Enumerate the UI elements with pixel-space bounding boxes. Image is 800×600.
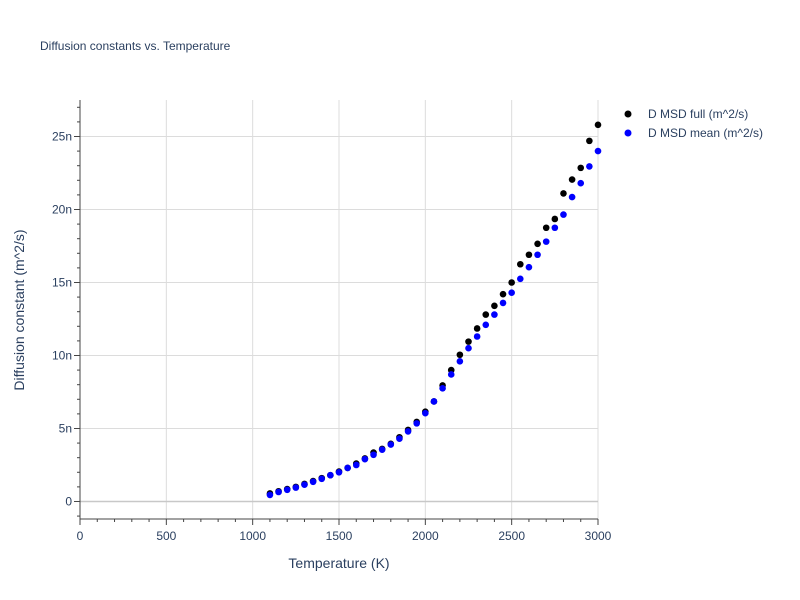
data-point[interactable]: [275, 488, 282, 496]
y-tick-label: 5n: [59, 421, 72, 435]
legend-item-full[interactable]: D MSD full (m^2/s): [624, 107, 749, 121]
data-point[interactable]: [491, 311, 498, 318]
data-point[interactable]: [551, 215, 559, 223]
data-point[interactable]: [465, 338, 472, 345]
data-point[interactable]: [542, 224, 550, 232]
data-point[interactable]: [266, 491, 274, 499]
data-point[interactable]: [370, 451, 377, 459]
y-tick-label: 10n: [52, 348, 72, 362]
axes-layer: [74, 100, 599, 525]
legend[interactable]: D MSD full (m^2/s) D MSD mean (m^2/s): [624, 107, 763, 140]
data-point[interactable]: [378, 446, 386, 453]
legend-marker-full: [624, 110, 632, 118]
data-point[interactable]: [344, 464, 351, 472]
data-point[interactable]: [456, 351, 464, 359]
data-point[interactable]: [542, 238, 550, 245]
data-point[interactable]: [361, 455, 369, 463]
series-1: [266, 147, 602, 499]
legend-label-full: D MSD full (m^2/s): [648, 107, 748, 121]
data-point[interactable]: [327, 471, 334, 479]
data-point[interactable]: [413, 420, 421, 427]
x-tick-label: 500: [156, 529, 176, 543]
data-point[interactable]: [352, 461, 360, 469]
data-point[interactable]: [404, 428, 412, 435]
data-point[interactable]: [456, 358, 464, 365]
data-point[interactable]: [551, 224, 559, 232]
data-point[interactable]: [422, 409, 429, 417]
legend-label-mean: D MSD mean (m^2/s): [648, 126, 763, 140]
data-point[interactable]: [594, 121, 602, 129]
data-point[interactable]: [318, 475, 326, 483]
data-point[interactable]: [335, 468, 343, 476]
data-point[interactable]: [525, 251, 533, 259]
data-point[interactable]: [301, 481, 308, 488]
x-tick-label: 1000: [239, 529, 266, 543]
y-tick-label: 15n: [52, 275, 72, 289]
series-0: [266, 121, 602, 497]
data-point[interactable]: [283, 486, 291, 494]
data-point[interactable]: [499, 299, 507, 307]
data-point[interactable]: [491, 302, 498, 310]
data-point[interactable]: [568, 193, 576, 201]
data-point[interactable]: [482, 311, 490, 318]
data-point[interactable]: [430, 398, 438, 405]
data-point[interactable]: [309, 478, 317, 486]
x-tick-label: 2500: [498, 529, 525, 543]
data-point[interactable]: [292, 484, 300, 491]
data-point[interactable]: [586, 137, 593, 145]
data-point[interactable]: [560, 211, 567, 218]
data-point[interactable]: [517, 260, 524, 268]
y-tick-label: 25n: [52, 129, 72, 143]
data-point[interactable]: [447, 371, 455, 378]
data-point[interactable]: [568, 176, 576, 183]
legend-marker-mean: [624, 129, 632, 137]
data-point[interactable]: [473, 333, 481, 340]
chart-title: Diffusion constants vs. Temperature: [40, 39, 231, 53]
data-point[interactable]: [508, 289, 515, 297]
data-point[interactable]: [534, 251, 541, 259]
data-point[interactable]: [473, 325, 481, 332]
y-tick-label: 0: [65, 494, 72, 508]
data-point[interactable]: [560, 190, 567, 197]
x-tick-label: 0: [77, 529, 84, 543]
legend-item-mean[interactable]: D MSD mean (m^2/s): [624, 126, 763, 140]
data-point[interactable]: [594, 147, 602, 155]
x-tick-label: 1500: [326, 529, 353, 543]
data-point[interactable]: [534, 240, 541, 248]
points-layer: [266, 121, 602, 499]
y-axis-title: Diffusion constant (m^2/s): [11, 229, 27, 390]
data-point[interactable]: [577, 179, 585, 187]
data-point[interactable]: [586, 163, 593, 170]
x-tick-label: 2000: [412, 529, 439, 543]
grid-layer: [80, 100, 599, 519]
data-point[interactable]: [517, 275, 524, 283]
data-point[interactable]: [439, 385, 446, 392]
data-point[interactable]: [499, 290, 507, 298]
x-tick-label: 3000: [585, 529, 612, 543]
data-point[interactable]: [396, 435, 403, 443]
y-tick-label: 20n: [52, 202, 72, 216]
data-point[interactable]: [508, 279, 515, 286]
data-point[interactable]: [387, 441, 395, 448]
tick-labels: 0 500 1000 1500 2000 2500 3000 0 5n 10n 15n 20n 25n: [52, 129, 612, 543]
data-point[interactable]: [482, 321, 490, 329]
x-axis-title: Temperature (K): [288, 555, 389, 571]
data-point[interactable]: [465, 344, 472, 352]
data-point[interactable]: [577, 164, 585, 172]
data-point[interactable]: [525, 263, 533, 271]
